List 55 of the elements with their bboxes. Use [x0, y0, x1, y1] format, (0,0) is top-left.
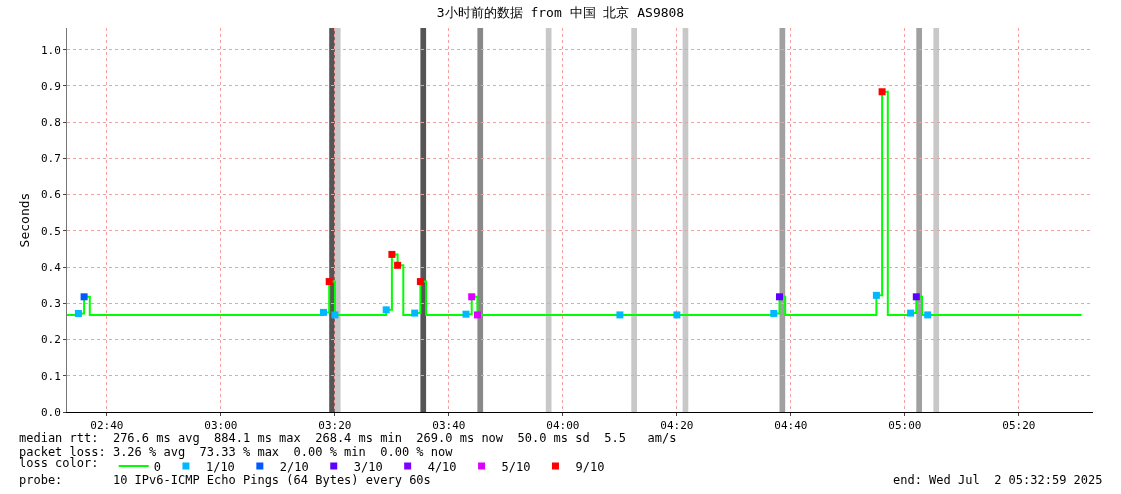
- text: end: Wed Jul 2 05:32:59 2025: [893, 473, 1103, 487]
- legend-label: 0: [153, 459, 161, 474]
- y-tick-label: 0.8: [40, 116, 61, 130]
- text: probe: 10 IPv6-ICMP Echo Pings (64 Bytes) every 60s: [19, 473, 431, 487]
- point: [776, 293, 783, 301]
- point: [462, 310, 470, 318]
- x-tick-label: 03:20: [318, 419, 352, 433]
- legend-label: 2/10: [279, 459, 309, 474]
- legend-label: 3/10: [353, 459, 383, 474]
- y-tick-label: 1.0: [40, 43, 61, 57]
- point: [331, 311, 339, 319]
- y-tick-label: 0.0: [40, 405, 61, 419]
- y-tick-label: 0.4: [40, 260, 62, 274]
- point: [473, 311, 481, 319]
- text: median rtt: 276.6 ms avg 884.1 ms max 268.4 ms min 269.0 ms now 50.0 ms sd 5.5 am/s: [19, 431, 677, 445]
- legend-label: 4/10: [427, 459, 457, 474]
- y-tick-label: 0.9: [40, 79, 61, 93]
- legend-label: 1/10: [205, 459, 235, 474]
- x-tick-label: 04:40: [774, 419, 808, 433]
- point: [394, 261, 402, 269]
- legend-label: 9/10: [575, 459, 605, 474]
- x-tick-label: 04:00: [546, 419, 580, 433]
- point: [416, 278, 424, 286]
- point: [878, 88, 886, 96]
- point: [912, 293, 920, 301]
- point: [770, 309, 778, 317]
- point: [74, 309, 82, 317]
- point: [616, 311, 624, 319]
- x-tick-label: 03:40: [432, 419, 466, 433]
- y-tick-label: 0.5: [40, 224, 61, 238]
- point: [382, 306, 390, 314]
- point: [872, 291, 880, 299]
- y-tick-label: 0.2: [40, 333, 61, 347]
- x-tick-label: 05:00: [888, 419, 922, 433]
- point: [924, 311, 932, 319]
- y-tick-label: 0.7: [40, 152, 61, 166]
- y-tick-label: 0.3: [40, 297, 61, 311]
- point: [80, 293, 88, 301]
- point: [411, 309, 419, 317]
- y-tick-label: 0.1: [40, 369, 61, 383]
- chart-title: 3小时前的数据 from 中国 北京 AS9808: [436, 5, 685, 21]
- x-tick-label: 02:40: [90, 419, 124, 433]
- legend-title: loss color:: [19, 456, 106, 471]
- y-axis-title: Seconds: [16, 192, 32, 248]
- point: [320, 308, 327, 316]
- point: [388, 250, 396, 258]
- legend-label: 5/10: [501, 459, 531, 474]
- point: [907, 309, 915, 317]
- point: [673, 311, 681, 319]
- x-tick-label: 03:00: [204, 419, 238, 433]
- point: [325, 278, 333, 286]
- y-tick-label: 0.6: [40, 188, 61, 202]
- x-tick-label: 04:20: [660, 419, 694, 433]
- x-tick-label: 05:20: [1002, 419, 1036, 433]
- point: [468, 293, 476, 301]
